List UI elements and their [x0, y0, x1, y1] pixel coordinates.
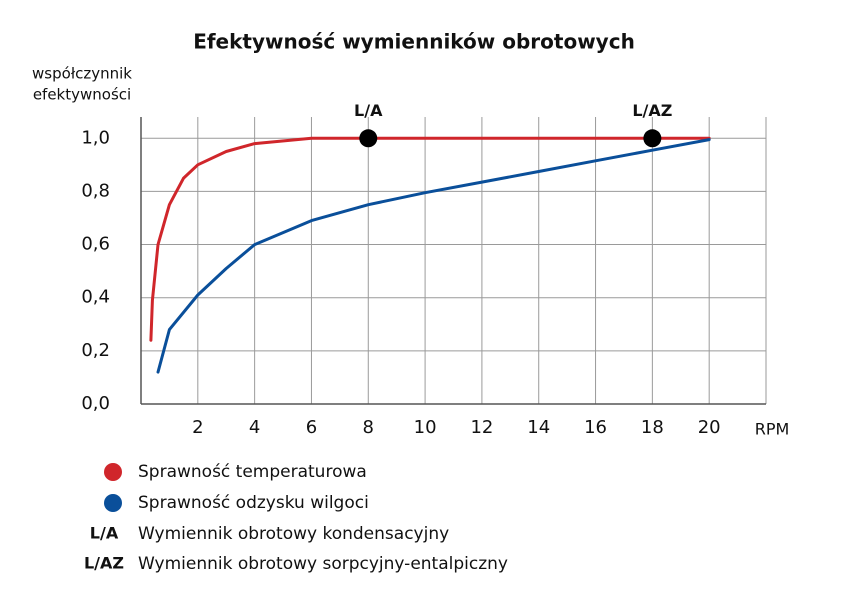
- legend-label: Wymiennik obrotowy sorpcyjny-entalpiczny: [138, 554, 508, 574]
- y-tick-label: 1,0: [81, 127, 110, 148]
- y-axis-title: współczynnik: [32, 65, 132, 83]
- x-tick-label: 4: [249, 417, 260, 438]
- marker-label: L/A: [354, 101, 383, 120]
- legend-marker-code: L/AZ: [84, 554, 124, 573]
- x-tick-label: 2: [192, 417, 203, 438]
- y-axis-title: efektywności: [33, 86, 131, 104]
- legend-marker-code: L/A: [90, 524, 119, 543]
- y-tick-label: 0,2: [81, 340, 110, 361]
- x-tick-label: 14: [527, 417, 550, 438]
- marker-point: [643, 129, 662, 148]
- legend-swatch: [104, 463, 122, 481]
- y-tick-label: 0,0: [81, 393, 110, 414]
- legend-swatch: [104, 494, 122, 512]
- x-axis-title: RPM: [755, 420, 790, 439]
- x-tick-label: 20: [698, 417, 721, 438]
- x-tick-label: 10: [414, 417, 437, 438]
- y-tick-label: 0,8: [81, 180, 110, 201]
- marker-label: L/AZ: [632, 101, 672, 120]
- data-line: [149, 136, 711, 342]
- x-tick-label: 16: [584, 417, 607, 438]
- legend-label: Wymiennik obrotowy kondensacyjny: [138, 524, 449, 544]
- legend-label: Sprawność odzysku wilgoci: [138, 493, 369, 513]
- y-tick-label: 0,4: [81, 287, 110, 308]
- chart-title: Efektywność wymienników obrotowych: [193, 30, 635, 54]
- data-line: [156, 138, 711, 374]
- marker-point: [359, 129, 378, 148]
- x-tick-label: 6: [306, 417, 317, 438]
- x-tick-label: 8: [363, 417, 374, 438]
- x-tick-label: 12: [470, 417, 493, 438]
- x-tick-label: 18: [641, 417, 664, 438]
- y-tick-label: 0,6: [81, 234, 110, 255]
- legend-label: Sprawność temperaturowa: [138, 462, 367, 482]
